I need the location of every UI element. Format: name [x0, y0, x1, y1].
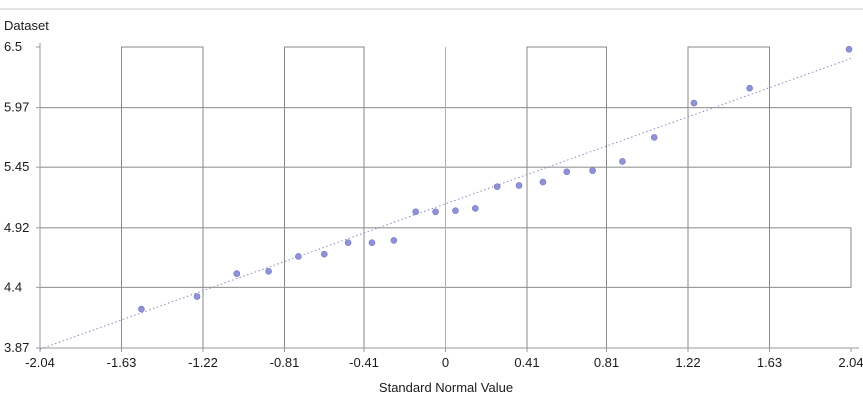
x-tick-label: 0.41 — [514, 355, 539, 370]
x-tick-label: 0.81 — [594, 355, 619, 370]
data-point — [432, 208, 439, 216]
vertical-band-2 — [283, 46, 365, 349]
y-axis-title: Dataset — [4, 18, 49, 33]
y-tick-label: 4.92 — [4, 220, 29, 235]
x-tick-label: -2.04 — [25, 355, 55, 370]
x-tick-label: -1.63 — [107, 355, 137, 370]
vertical-band-3 — [526, 46, 608, 349]
tick-labels-layer: 3.87 4.4 4.92 5.45 5.97 6.5 -2.04 -1.63 -1.22 -0.… — [4, 39, 863, 370]
x-tick-label: 1.63 — [757, 355, 782, 370]
data-point — [412, 208, 419, 216]
data-point — [539, 178, 547, 186]
x-tick-label: -1.22 — [188, 355, 218, 370]
data-point — [650, 134, 658, 141]
data-point — [845, 45, 853, 53]
y-tick-label: 5.45 — [4, 159, 29, 174]
x-tick-label: -0.41 — [349, 355, 379, 370]
data-point — [589, 167, 596, 174]
data-point — [619, 158, 626, 165]
axes-layer — [0, 8, 863, 352]
data-point — [368, 239, 376, 247]
data-point — [472, 205, 479, 212]
y-tick-label: 5.97 — [4, 100, 29, 115]
data-point — [265, 268, 272, 275]
x-tick-label: 1.22 — [675, 355, 700, 370]
data-point — [193, 293, 201, 300]
data-point — [344, 239, 352, 247]
data-point — [493, 183, 501, 190]
data-point — [563, 168, 571, 176]
vertical-band-4 — [687, 46, 771, 349]
data-point — [452, 207, 459, 214]
points-layer — [138, 45, 853, 313]
data-point — [138, 305, 145, 313]
data-point — [746, 84, 753, 92]
x-tick-label: 2.04 — [838, 355, 863, 370]
x-axis-title: Standard Normal Value — [379, 380, 513, 395]
data-point — [690, 99, 698, 107]
y-tick-label: 3.87 — [4, 340, 29, 355]
data-point — [295, 253, 302, 260]
y-tick-label: 4.4 — [4, 279, 22, 294]
y-tick-label: 6.5 — [4, 39, 22, 54]
vertical-band-1 — [120, 46, 204, 349]
data-point — [390, 237, 398, 244]
data-point — [515, 182, 523, 189]
data-point — [320, 250, 328, 258]
x-tick-label: 0 — [442, 355, 449, 370]
x-tick-label: -0.81 — [270, 355, 300, 370]
data-point — [233, 270, 241, 277]
